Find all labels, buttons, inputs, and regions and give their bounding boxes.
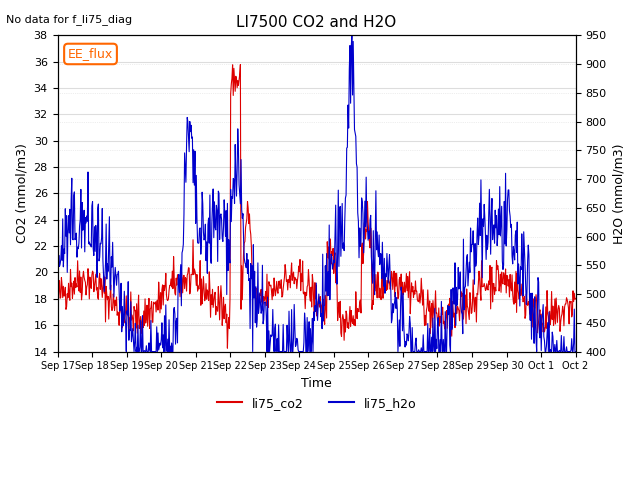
- Text: No data for f_li75_diag: No data for f_li75_diag: [6, 14, 132, 25]
- Legend: li75_co2, li75_h2o: li75_co2, li75_h2o: [212, 392, 421, 415]
- Title: LI7500 CO2 and H2O: LI7500 CO2 and H2O: [236, 15, 397, 30]
- Text: EE_flux: EE_flux: [68, 48, 113, 60]
- Y-axis label: CO2 (mmol/m3): CO2 (mmol/m3): [15, 144, 28, 243]
- Y-axis label: H2O (mmol/m3): H2O (mmol/m3): [612, 143, 625, 244]
- X-axis label: Time: Time: [301, 377, 332, 390]
